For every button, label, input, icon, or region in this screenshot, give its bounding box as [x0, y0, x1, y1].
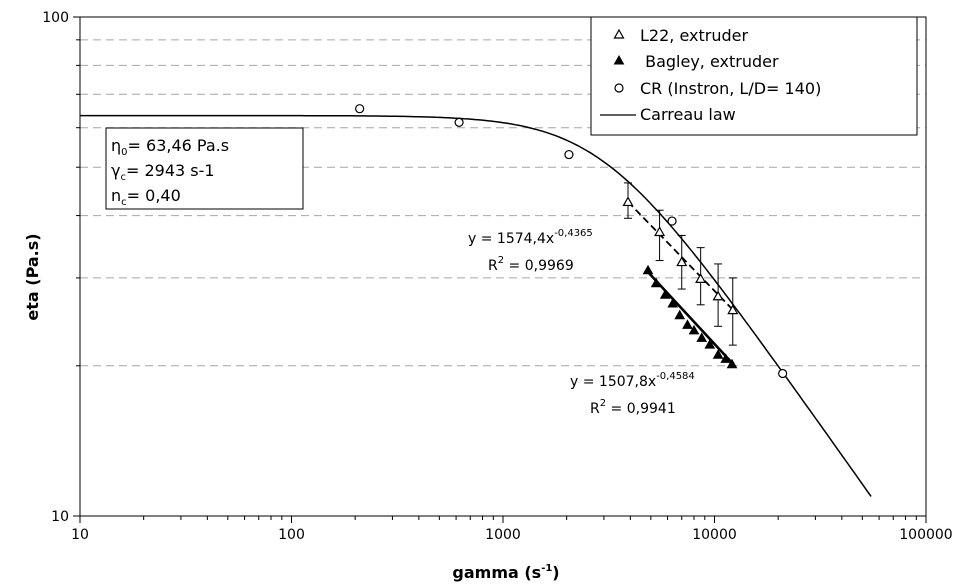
- bagley-point: [682, 319, 693, 329]
- bagley-point: [650, 277, 662, 288]
- cr-point: [564, 149, 574, 160]
- param-n-sub: c: [121, 197, 127, 208]
- param-eta0: η0= 63,46 Pa.s: [111, 136, 229, 158]
- y-tick-label: 10: [51, 509, 69, 525]
- bagley-point: [720, 353, 732, 363]
- param-eta0-sub: 0: [121, 147, 127, 158]
- legend-label-cr: CR (Instron, L/D= 140): [640, 79, 821, 98]
- series-carreau: [80, 114, 872, 497]
- fit-r2-bagley: R2 = 0,9941: [590, 398, 676, 417]
- bagley-point: [712, 349, 724, 359]
- param-n-symbol: n: [111, 186, 121, 205]
- param-n: nc= 0,40: [111, 186, 181, 208]
- fit-equation-bagley: y = 1507,8x-0,4584: [570, 371, 695, 390]
- x-axis-title: gamma (s-1): [452, 563, 559, 582]
- fit-line-bagley: [647, 271, 733, 364]
- y-axis: 10 100: [42, 10, 80, 525]
- l22-point: [727, 304, 739, 315]
- legend-item-l22: L22, extruder: [613, 26, 748, 45]
- y-axis-title: eta (Pa.s): [23, 233, 42, 320]
- legend-label-carreau: Carreau law: [640, 105, 736, 124]
- l22-point: [695, 273, 707, 283]
- fit-annotation-bagley: y = 1507,8x-0,4584 R2 = 0,9941: [570, 371, 695, 417]
- param-eta0-value: = 63,46 Pa.s: [128, 136, 230, 155]
- series-bagley: [642, 264, 738, 369]
- bagley-point: [696, 332, 708, 342]
- fit-equation-bagley-text: y = 1507,8x: [570, 374, 656, 390]
- x-axis-title-sup: -1: [541, 563, 552, 574]
- x-tick-label: 10: [71, 527, 89, 543]
- bagley-point: [688, 324, 700, 335]
- x-axis-title-end: ): [552, 563, 559, 582]
- param-n-value: = 0,40: [127, 186, 181, 205]
- param-gamma-c-sub: c: [120, 172, 126, 183]
- legend-frame: [590, 16, 918, 136]
- x-axis: 10 100 1000 10000 100000: [71, 516, 953, 543]
- fit-equation-bagley-exp: -0,4584: [656, 371, 695, 382]
- bagley-point: [704, 339, 716, 349]
- y-tick-label: 100: [42, 10, 69, 26]
- legend-label-l22: L22, extruder: [640, 26, 748, 45]
- legend-marker-open-triangle: [613, 28, 625, 39]
- param-gamma-c: γc= 2943 s-1: [111, 161, 215, 183]
- fit-r2-l22-label: R: [488, 258, 498, 274]
- l22-point: [622, 196, 634, 207]
- bagley-point: [674, 309, 686, 320]
- x-tick-label: 100000: [899, 527, 952, 543]
- param-eta0-symbol: η: [111, 136, 121, 155]
- bagley-point: [667, 297, 679, 308]
- legend-item-cr: CR (Instron, L/D= 140): [614, 79, 821, 98]
- bagley-point: [726, 358, 738, 369]
- fit-r2-l22: R2 = 0,9969: [488, 255, 574, 274]
- l22-point: [676, 256, 688, 267]
- cr-point: [667, 216, 677, 226]
- fit-r2-bagley-label: R: [590, 401, 600, 417]
- series-fit-bagley: [647, 271, 733, 364]
- fit-r2-l22-sup: 2: [498, 255, 504, 266]
- parameter-box-frame: [105, 127, 304, 210]
- bagley-point: [642, 264, 654, 275]
- fit-annotation-l22: y = 1574,4x-0,4365 R2 = 0,9969: [468, 228, 593, 274]
- series-fit-l22: [627, 201, 734, 311]
- x-axis-title-main: gamma (s: [452, 563, 541, 582]
- l22-point: [712, 290, 724, 301]
- carreau-curve: [80, 114, 872, 497]
- fit-equation-l22: y = 1574,4x-0,4365: [468, 228, 593, 247]
- x-tick-label: 1000: [485, 527, 521, 543]
- legend: L22, extruder Bagley, extruder CR (Instr…: [590, 16, 918, 136]
- parameter-box: η0= 63,46 Pa.s γc= 2943 s-1 nc= 0,40: [105, 127, 304, 210]
- legend-marker-filled-triangle: [613, 54, 625, 65]
- fit-equation-l22-text: y = 1574,4x: [468, 231, 554, 247]
- param-gamma-c-symbol: γ: [111, 161, 120, 180]
- fit-line-l22: [627, 201, 734, 311]
- legend-label-bagley: Bagley, extruder: [640, 52, 779, 71]
- cr-point: [778, 368, 788, 379]
- fit-r2-bagley-value: = 0,9941: [606, 401, 676, 417]
- fit-r2-bagley-sup: 2: [600, 398, 606, 409]
- legend-item-carreau: Carreau law: [600, 105, 736, 124]
- x-tick-label: 10000: [692, 527, 737, 543]
- series-l22: [622, 182, 739, 346]
- bagley-point: [659, 289, 671, 299]
- legend-item-bagley: Bagley, extruder: [613, 52, 779, 71]
- fit-r2-l22-value: = 0,9969: [504, 258, 574, 274]
- x-tick-label: 100: [278, 527, 305, 543]
- legend-marker-open-circle: [614, 83, 624, 93]
- series-cr: [355, 104, 788, 379]
- l22-point: [654, 226, 666, 237]
- param-gamma-c-value: = 2943 s-1: [126, 161, 215, 180]
- fit-equation-l22-exp: -0,4365: [554, 228, 593, 239]
- cr-point: [454, 117, 464, 127]
- cr-point: [355, 104, 365, 114]
